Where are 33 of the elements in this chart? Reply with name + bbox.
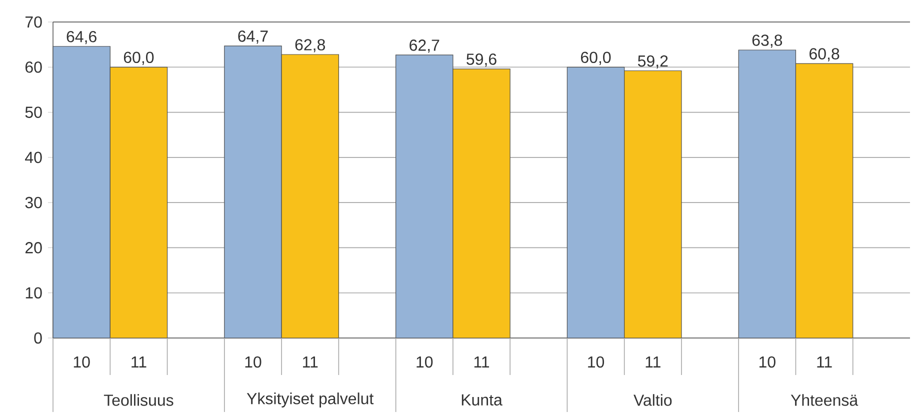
- x-tick-label: Yksityiset palvelut: [246, 392, 374, 408]
- text: 10: [759, 356, 776, 368]
- y-tick-label: 70: [26, 16, 42, 28]
- data-label: 62,7: [410, 40, 440, 53]
- data-label: 64,6: [66, 31, 96, 44]
- x-tick-label: Teollisuus: [104, 394, 174, 406]
- y-tick-label: 30: [25, 197, 42, 208]
- data-label: 59,6: [466, 54, 496, 67]
- series-label: 10: [74, 356, 90, 368]
- data-label: 60,0: [581, 52, 611, 66]
- y-tick-label: 50: [25, 106, 42, 118]
- text: 11: [303, 356, 318, 368]
- data-label: 60,8: [810, 48, 840, 62]
- x-tick-label: Valtio: [634, 394, 672, 406]
- y-tick-label: 20: [25, 242, 42, 254]
- data-label: 64,7: [238, 30, 268, 44]
- data-label: 59,2: [638, 55, 668, 69]
- y-tick-label: 60: [26, 62, 42, 73]
- data-label: 60,0: [124, 52, 154, 66]
- x-tick-label: Yhteensä: [790, 394, 858, 406]
- text: 10: [245, 356, 262, 368]
- y-tick-label: 10: [26, 287, 42, 299]
- text: 10: [416, 356, 433, 368]
- series-label: 11: [132, 356, 146, 368]
- text: 11: [646, 356, 660, 368]
- data-label: 63,8: [752, 34, 782, 48]
- text: 11: [817, 356, 832, 368]
- y-tick-label: 40: [25, 152, 42, 164]
- data-label: 62,8: [295, 39, 325, 52]
- text: 10: [588, 356, 604, 368]
- x-tick-label: Kunta: [462, 394, 502, 406]
- text: 11: [474, 356, 490, 368]
- y-tick-label: 0: [34, 332, 42, 344]
